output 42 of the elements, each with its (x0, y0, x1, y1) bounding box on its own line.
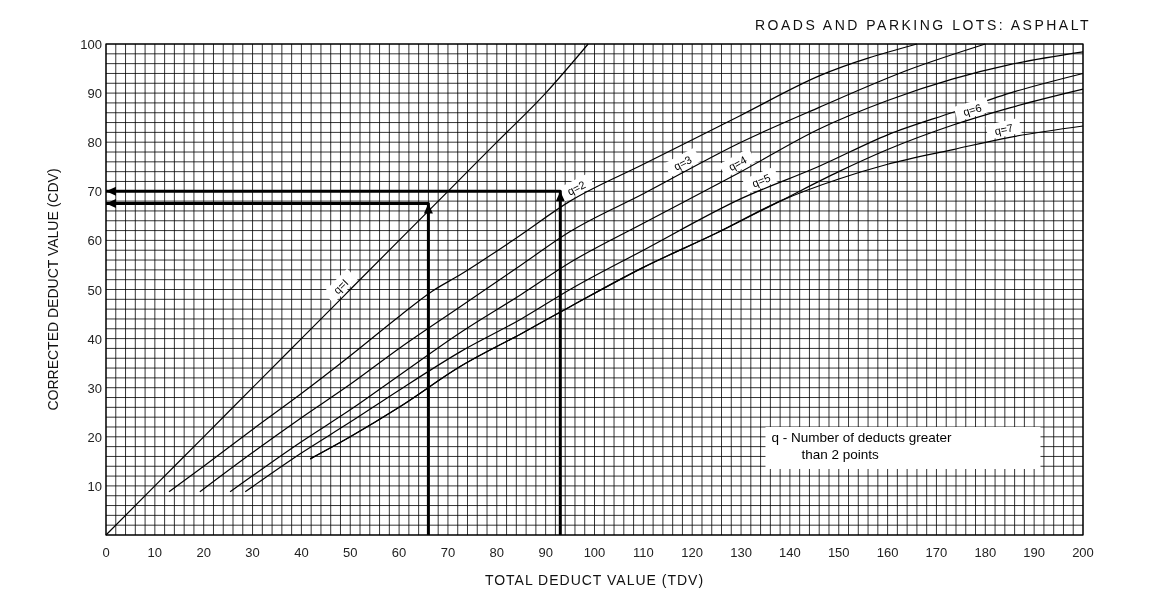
x-tick-label: 130 (730, 545, 752, 560)
x-tick-label: 60 (391, 545, 407, 560)
y-tick-label: 80 (87, 135, 102, 151)
y-tick-label: 60 (87, 233, 102, 249)
y-tick-label: 10 (87, 478, 102, 494)
text: q=5 (750, 171, 773, 190)
text: q=3 (671, 153, 694, 173)
x-tick-label: 20 (196, 545, 211, 560)
x-tick-label: 150 (827, 545, 850, 560)
x-tick-label: 190 (1023, 545, 1045, 560)
x-tick-label: 80 (489, 545, 505, 560)
x-axis-title: TOTAL DEDUCT VALUE (TDV) (484, 572, 705, 588)
y-tick-label: 50 (87, 282, 102, 298)
text: q=6 (961, 101, 983, 119)
y-tick-label: 70 (87, 184, 102, 200)
x-tick-label: 10 (147, 545, 163, 560)
x-tick-label: 70 (440, 545, 456, 560)
text: q=7 (993, 121, 1015, 138)
x-tick-label: 160 (876, 545, 899, 560)
chart-title: ROADS AND PARKING LOTS: ASPHALT (754, 17, 1091, 33)
text: q=I (330, 276, 351, 297)
x-tick-label: 90 (538, 545, 553, 560)
y-axis-title: CORRECTED DEDUCT VALUE (CDV) (45, 168, 61, 411)
x-tick-label: 0 (102, 545, 110, 560)
y-tick-label: 100 (80, 37, 102, 52)
y-tick-label: 30 (87, 380, 102, 396)
x-tick-label: 200 (1072, 545, 1094, 560)
x-tick-label: 50 (343, 545, 358, 560)
x-tick-label: 120 (681, 545, 704, 560)
y-tick-label: 90 (87, 86, 102, 102)
y-tick-label: 20 (87, 429, 102, 445)
x-tick-label: 170 (925, 545, 948, 560)
x-tick-label: 140 (779, 545, 801, 560)
text: q=4 (726, 153, 749, 174)
x-tick-label: 100 (583, 545, 606, 560)
x-tick-label: 30 (245, 545, 260, 560)
annotation: q - Number of deducts greater than 2 points (771, 429, 953, 462)
y-tick-label: 40 (87, 331, 102, 347)
x-tick-label: 40 (294, 545, 309, 560)
x-tick-label: 110 (632, 545, 654, 560)
text: q=2 (565, 178, 588, 198)
x-tick-label: 180 (974, 545, 997, 560)
